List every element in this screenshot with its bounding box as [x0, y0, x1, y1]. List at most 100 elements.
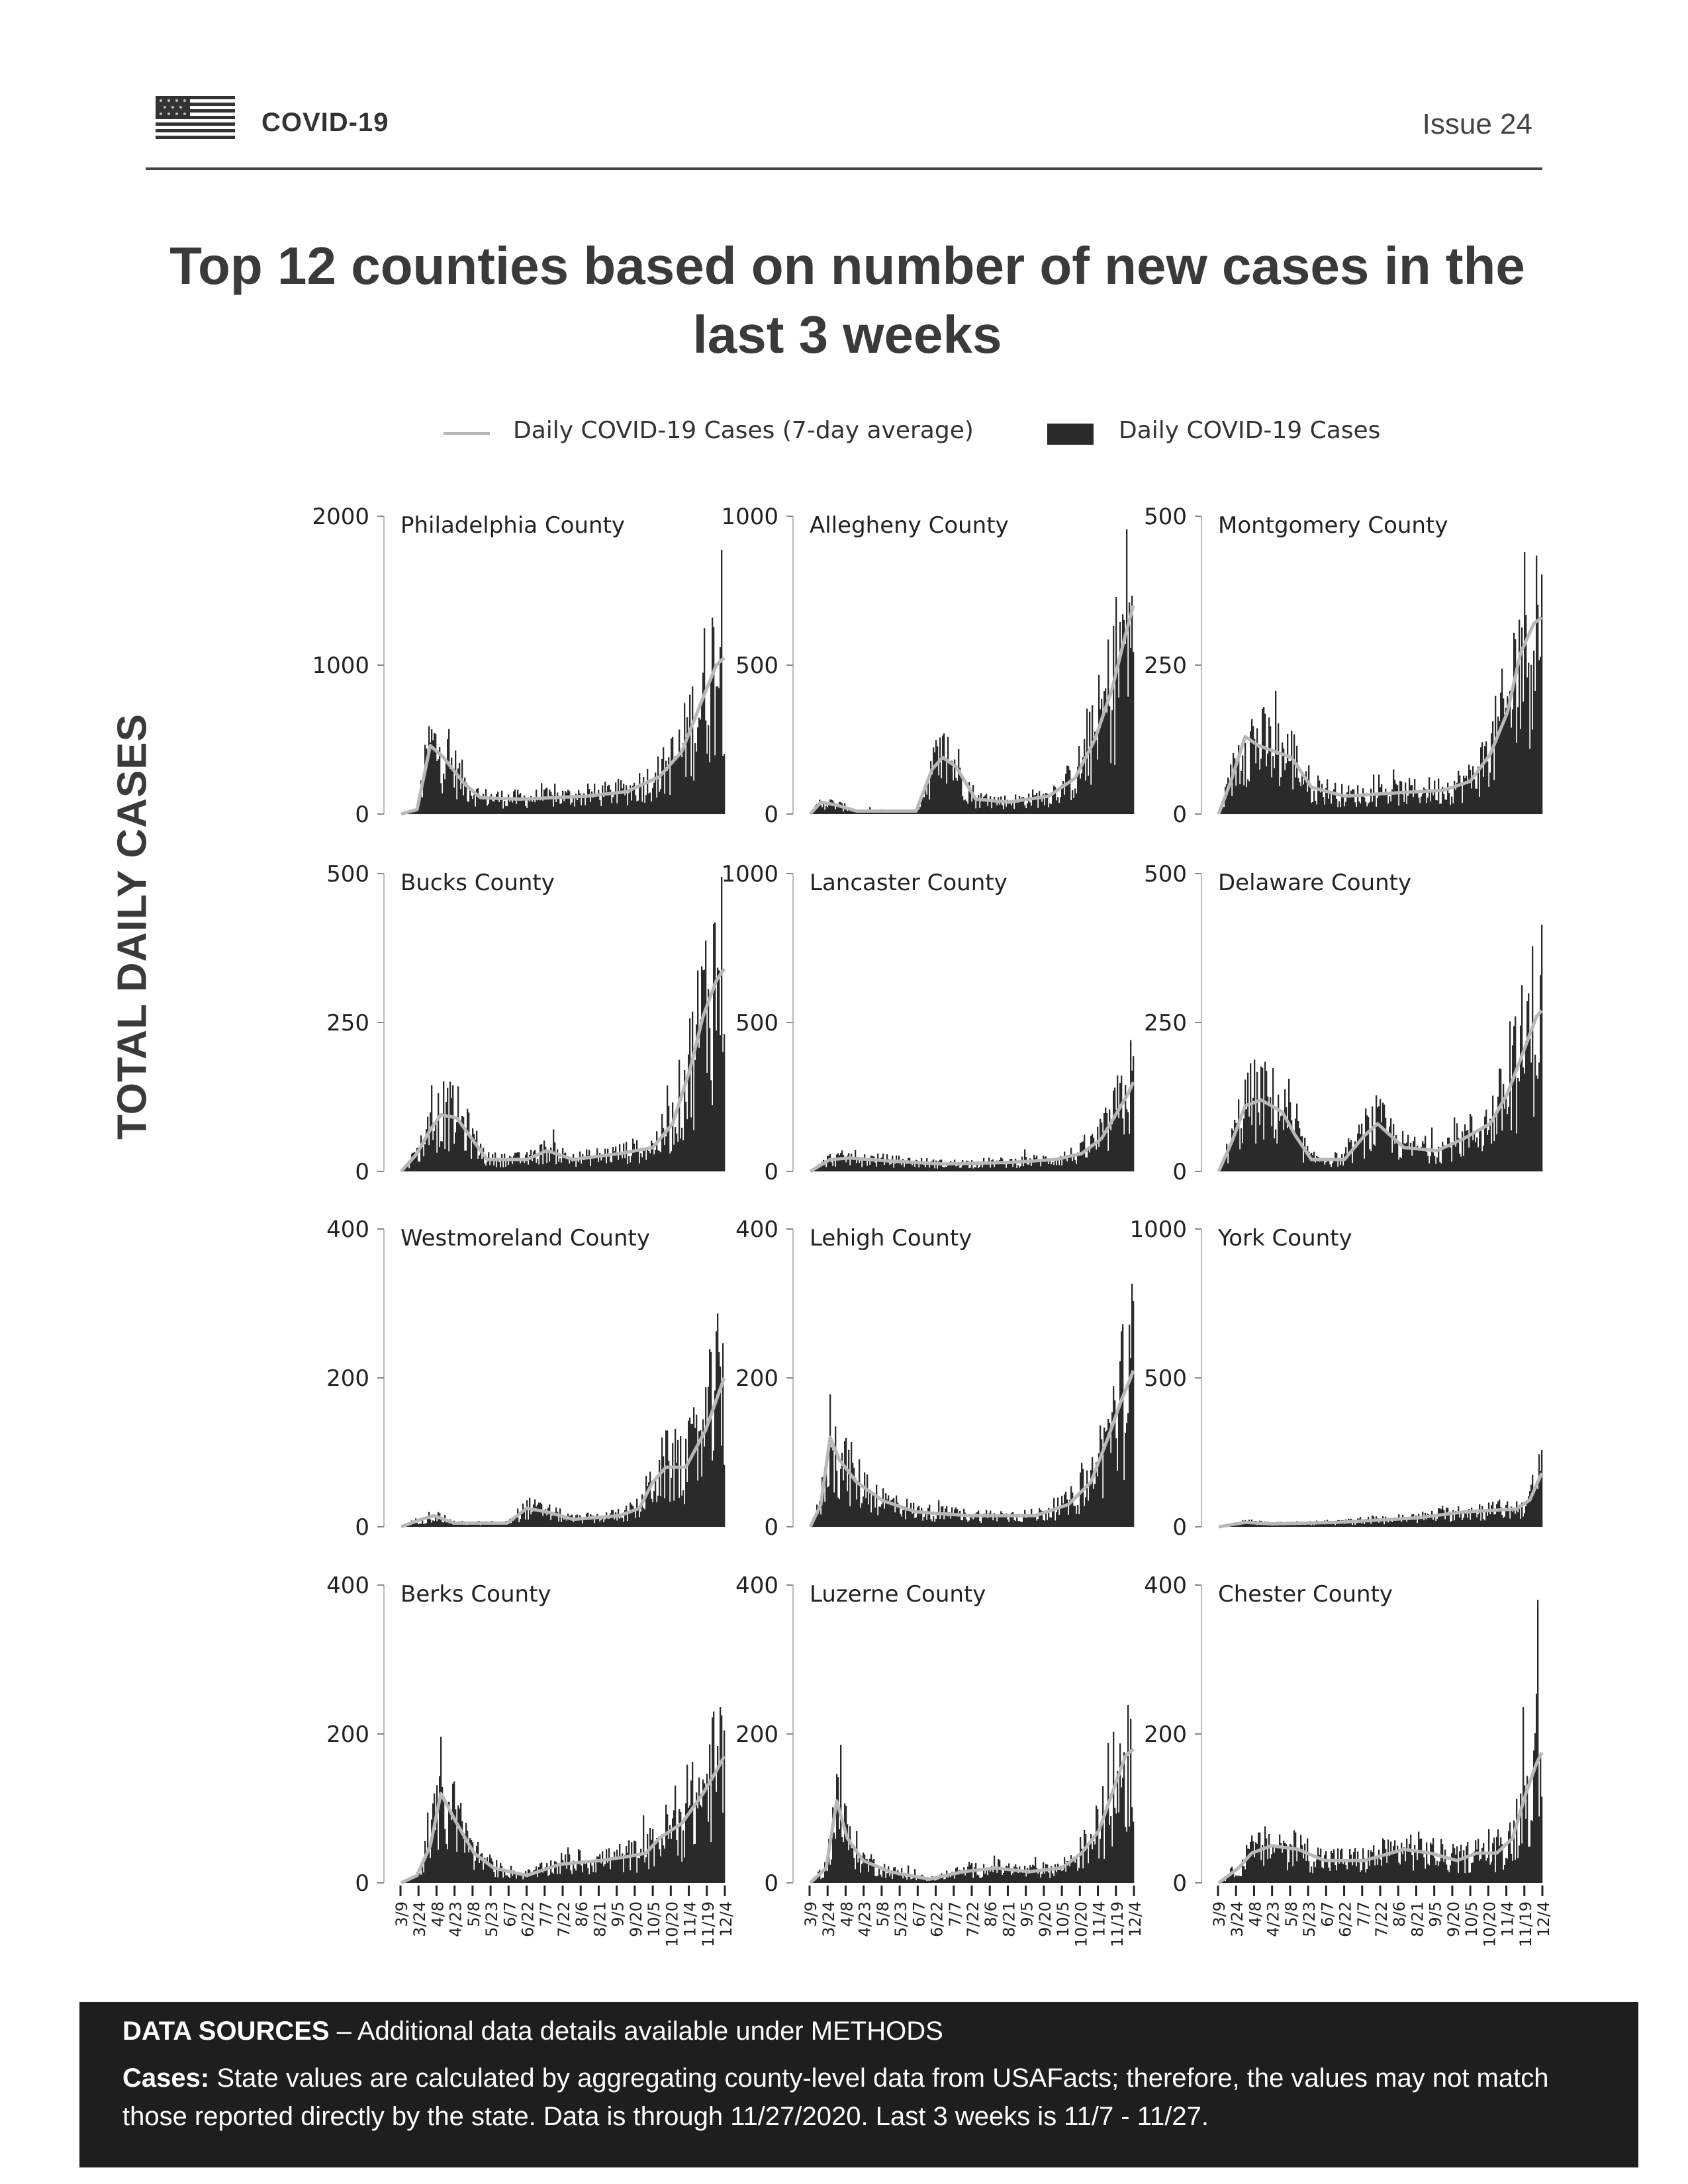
daily-cases-bar	[1015, 794, 1017, 814]
daily-cases-bar	[1114, 764, 1116, 814]
daily-cases-bar	[1377, 1107, 1379, 1171]
daily-cases-bar	[872, 1494, 874, 1527]
daily-cases-bar	[832, 800, 834, 814]
daily-cases-bar	[637, 1150, 639, 1171]
daily-cases-bar	[1029, 1865, 1031, 1883]
daily-cases-bar	[1267, 1859, 1269, 1883]
x-tick-label: 5/8	[1282, 1901, 1301, 1927]
daily-cases-bar	[1528, 662, 1530, 814]
daily-cases-bar	[832, 1807, 834, 1883]
daily-cases-bar	[876, 1876, 878, 1883]
daily-cases-bar	[1311, 1866, 1313, 1883]
daily-cases-bar	[1255, 1144, 1257, 1171]
daily-cases-bar	[546, 1515, 548, 1527]
daily-cases-bar	[824, 1862, 826, 1883]
daily-cases-bar	[1516, 1133, 1518, 1171]
daily-cases-bar	[1530, 1820, 1532, 1883]
daily-cases-bar	[1036, 1520, 1038, 1527]
daily-cases-bar	[449, 1081, 451, 1171]
daily-cases-bar	[534, 1150, 536, 1171]
daily-cases-bar	[428, 726, 430, 814]
daily-cases-bar	[447, 739, 449, 814]
x-tick-label: 9/20	[1444, 1901, 1463, 1937]
daily-cases-bar	[1251, 1835, 1253, 1883]
daily-cases-bar	[647, 1833, 649, 1883]
daily-cases-bar	[950, 762, 952, 814]
daily-cases-bar	[414, 1876, 416, 1883]
daily-cases-bar	[1239, 1149, 1241, 1171]
daily-cases-bar	[706, 1426, 708, 1527]
daily-cases-bar	[562, 1515, 564, 1527]
daily-cases-bar	[705, 720, 707, 814]
daily-cases-bar	[656, 1131, 658, 1171]
y-tick-label: 200	[326, 1365, 369, 1392]
daily-cases-bar	[1483, 776, 1485, 814]
daily-cases-bar	[557, 1874, 559, 1883]
daily-cases-bar	[1374, 1146, 1376, 1171]
daily-cases-bar	[863, 1852, 865, 1883]
daily-cases-bar	[1374, 1522, 1376, 1527]
daily-cases-bar	[545, 1146, 547, 1171]
daily-cases-bar	[418, 1161, 420, 1171]
daily-cases-bar	[1320, 1158, 1322, 1171]
daily-cases-bar	[633, 1841, 635, 1883]
daily-cases-bar	[1460, 1156, 1462, 1171]
daily-cases-bar	[536, 1162, 538, 1171]
daily-cases-bar	[1279, 1120, 1281, 1171]
daily-cases-bar	[1513, 1026, 1515, 1171]
daily-cases-bar	[491, 794, 492, 814]
daily-cases-bar	[1246, 1109, 1248, 1171]
daily-cases-bar	[1089, 1482, 1091, 1527]
daily-cases-bar	[925, 1167, 927, 1171]
daily-cases-bar	[1107, 1418, 1109, 1527]
daily-cases-bar	[856, 1831, 858, 1883]
daily-cases-bar	[1414, 778, 1416, 814]
daily-cases-bar	[532, 1161, 534, 1171]
daily-cases-bar	[1455, 1510, 1457, 1527]
daily-cases-bar	[910, 812, 912, 814]
daily-cases-bar	[1106, 1430, 1108, 1527]
daily-cases-bar	[829, 1394, 831, 1527]
daily-cases-bar	[1530, 1484, 1532, 1527]
daily-cases-bar	[514, 789, 516, 814]
daily-cases-bar	[1077, 1152, 1079, 1171]
daily-cases-bar	[1070, 1148, 1072, 1171]
daily-cases-bar	[1425, 789, 1427, 814]
daily-cases-bar	[653, 1154, 655, 1171]
daily-cases-bar	[825, 805, 827, 814]
daily-cases-bar	[1280, 1843, 1282, 1883]
daily-cases-bar	[1254, 1059, 1256, 1171]
daily-cases-bar	[1239, 1876, 1241, 1883]
daily-cases-bar	[1429, 777, 1430, 814]
daily-cases-bar	[1024, 805, 1026, 814]
daily-cases-bar	[1266, 1524, 1268, 1527]
daily-cases-bar	[1466, 776, 1468, 814]
daily-cases-bar	[815, 1878, 817, 1883]
daily-cases-bar	[1041, 801, 1043, 814]
daily-cases-bar	[657, 1150, 659, 1171]
daily-cases-bar	[1509, 1822, 1511, 1883]
daily-cases-bar	[1485, 1860, 1487, 1883]
daily-cases-bar	[1340, 1165, 1342, 1171]
daily-cases-bar	[510, 1157, 512, 1171]
daily-cases-bar	[1401, 1843, 1403, 1883]
daily-cases-bar	[1072, 790, 1074, 814]
daily-cases-bar	[641, 1157, 643, 1171]
panel-title: York County	[1217, 1225, 1352, 1251]
daily-cases-bar	[1479, 1860, 1481, 1883]
daily-cases-bar	[456, 799, 458, 814]
daily-cases-bar	[1362, 1136, 1364, 1171]
daily-cases-bar	[418, 1524, 420, 1527]
daily-cases-bar	[467, 1831, 469, 1883]
daily-cases-bar	[644, 802, 646, 814]
daily-cases-bar	[1255, 1842, 1257, 1883]
daily-cases-bar	[493, 801, 495, 814]
y-tick-label: 400	[735, 1572, 778, 1599]
daily-cases-bar	[1467, 784, 1469, 814]
daily-cases-bar	[1357, 785, 1359, 814]
daily-cases-bar	[682, 1140, 684, 1171]
daily-cases-bar	[1121, 1075, 1123, 1171]
daily-cases-bar	[859, 1857, 861, 1883]
daily-cases-bar	[1262, 708, 1264, 814]
